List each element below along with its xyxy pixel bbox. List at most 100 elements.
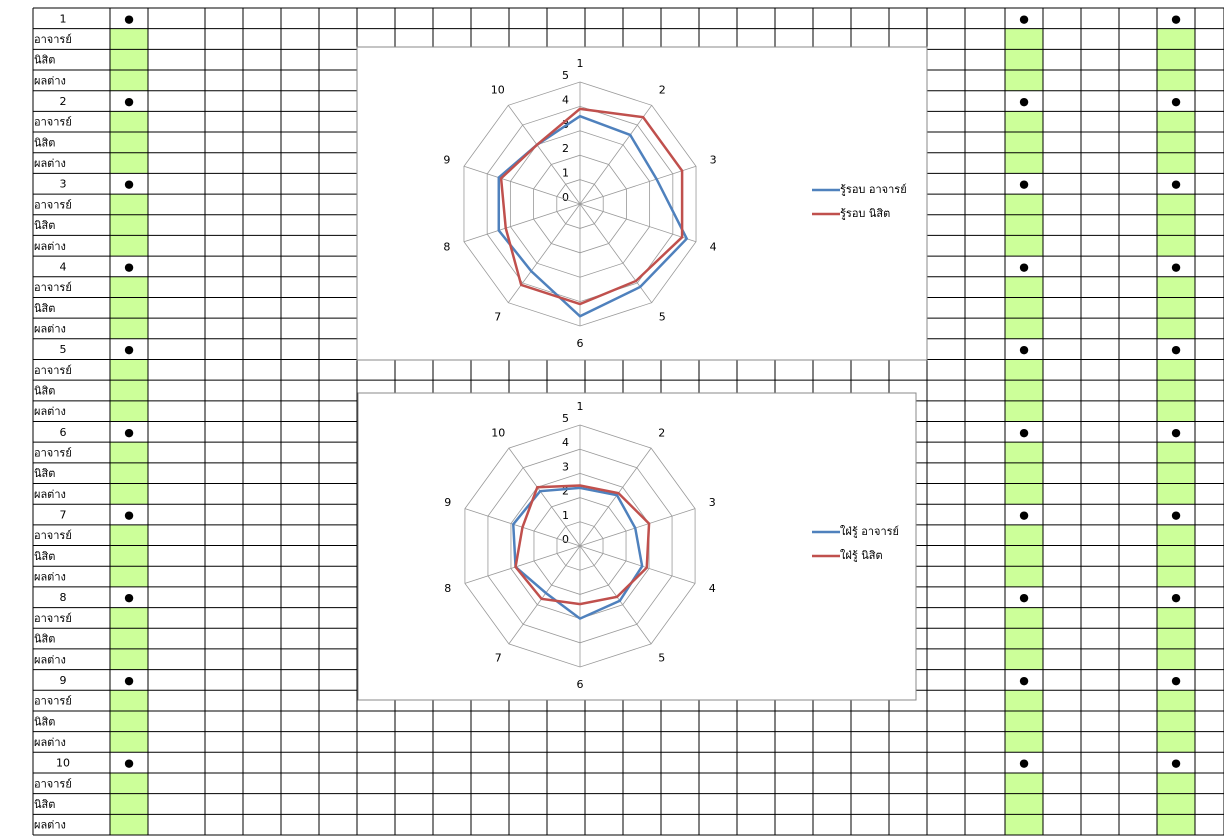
- green-cell: [110, 111, 148, 133]
- row-label: ผลต่าง: [34, 571, 66, 584]
- bullet: ●: [1019, 426, 1029, 439]
- green-cell: [1157, 235, 1195, 257]
- category-label: 6: [577, 337, 584, 350]
- green-cell: [110, 545, 148, 567]
- series-line: [499, 107, 684, 306]
- row-label: นิสิต: [34, 384, 55, 397]
- category-label: 3: [710, 154, 717, 167]
- category-label: 6: [577, 678, 584, 691]
- category-label: 5: [658, 651, 665, 664]
- green-cell: [110, 235, 148, 257]
- row-label: ผลต่าง: [34, 74, 66, 87]
- green-cell: [1005, 814, 1043, 835]
- green-cell: [1005, 318, 1043, 339]
- green-cell: [1005, 70, 1043, 91]
- category-label: 9: [444, 496, 451, 509]
- green-cell: [1157, 442, 1195, 463]
- row-label: อาจารย์: [34, 33, 72, 46]
- row-label: นิสิต: [34, 136, 55, 149]
- green-cell: [110, 524, 148, 546]
- green-cell: [1157, 814, 1195, 835]
- green-cell: [110, 380, 148, 401]
- bullet: ●: [1171, 426, 1181, 439]
- category-label: 2: [658, 427, 665, 440]
- bullet: ●: [1019, 757, 1029, 770]
- spoke: [579, 508, 696, 547]
- green-cell: [1157, 462, 1195, 484]
- row-label: ผลต่าง: [34, 157, 66, 170]
- row-label: อาจารย์: [34, 612, 72, 625]
- green-cell: [1005, 442, 1043, 463]
- green-cell: [110, 710, 148, 732]
- group-number: 8: [60, 591, 67, 604]
- green-cell: [1005, 524, 1043, 546]
- green-cell: [1157, 297, 1195, 319]
- green-cell: [110, 442, 148, 463]
- row-label: อาจารย์: [34, 116, 72, 129]
- green-cell: [1005, 772, 1043, 794]
- category-label: 3: [709, 496, 716, 509]
- group-number: 7: [60, 509, 67, 522]
- spoke: [579, 105, 653, 205]
- group-number: 2: [60, 95, 67, 108]
- bullet: ●: [1171, 674, 1181, 687]
- green-cell: [1157, 28, 1195, 50]
- legend-label: รู้รอบ นิสิต: [840, 207, 890, 220]
- category-label: 10: [491, 427, 505, 440]
- spoke: [463, 203, 581, 243]
- green-cell: [110, 483, 148, 505]
- green-cell: [1157, 152, 1195, 174]
- row-label: นิสิต: [34, 467, 55, 480]
- r-tick-label: 2: [562, 485, 569, 498]
- green-cell: [1157, 545, 1195, 567]
- green-cell: [1157, 690, 1195, 711]
- green-cell: [110, 28, 148, 50]
- green-cell: [1157, 194, 1195, 215]
- r-tick-label: 5: [562, 69, 569, 82]
- green-cell: [1005, 793, 1043, 815]
- bullet: ●: [124, 591, 134, 604]
- green-cell: [1005, 194, 1043, 215]
- legend-label: รู้รอบ อาจารย์: [840, 183, 907, 196]
- group-number: 5: [60, 343, 67, 356]
- row-label: นิสิต: [34, 715, 55, 728]
- row-label: ผลต่าง: [34, 322, 66, 335]
- green-cell: [110, 152, 148, 174]
- green-cell: [110, 400, 148, 422]
- r-tick-label: 4: [562, 436, 569, 449]
- green-cell: [1157, 380, 1195, 401]
- category-label: 7: [495, 651, 502, 664]
- green-cell: [1157, 359, 1195, 381]
- green-cell: [1157, 70, 1195, 91]
- row-label: นิสิต: [34, 302, 55, 315]
- chart-area: [356, 46, 928, 361]
- green-cell: [1157, 524, 1195, 546]
- green-cell: [110, 690, 148, 711]
- category-label: 9: [443, 154, 450, 167]
- bullet: ●: [1171, 95, 1181, 108]
- green-cell: [1005, 607, 1043, 629]
- bullet: ●: [1171, 260, 1181, 273]
- row-label: อาจารย์: [34, 695, 72, 708]
- row-label: ผลต่าง: [34, 488, 66, 501]
- spoke: [579, 545, 696, 584]
- r-tick-label: 1: [562, 509, 569, 522]
- bullet: ●: [124, 260, 134, 273]
- green-cell: [110, 731, 148, 753]
- green-cell: [1157, 111, 1195, 133]
- green-cell: [110, 462, 148, 484]
- series-line: [497, 114, 689, 318]
- row-label: ผลต่าง: [34, 405, 66, 418]
- spoke: [463, 165, 581, 205]
- r-tick-label: 5: [562, 412, 569, 425]
- bullet: ●: [1019, 178, 1029, 191]
- green-cell: [110, 214, 148, 236]
- row-label: นิสิต: [34, 633, 55, 646]
- bullet: ●: [124, 178, 134, 191]
- r-tick-label: 3: [562, 118, 569, 131]
- row-label: อาจารย์: [34, 529, 72, 542]
- green-cell: [1005, 690, 1043, 711]
